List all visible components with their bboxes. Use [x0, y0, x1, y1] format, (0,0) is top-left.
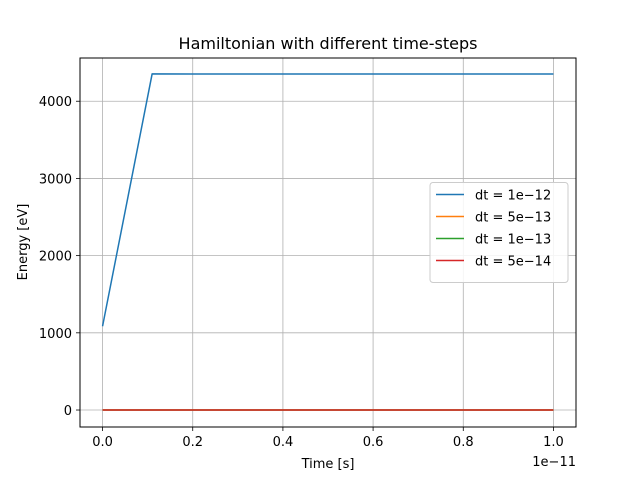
legend-entry: dt = 1e−13 [475, 233, 551, 248]
x-tick-label: 0.0 [92, 435, 113, 450]
chart-title: Hamiltonian with different time-steps [179, 34, 478, 53]
y-axis-label: Energy [eV] [16, 204, 31, 281]
y-tick-label: 4000 [39, 95, 72, 110]
x-axis-label: Time [s] [301, 457, 355, 472]
plot-frame [79, 57, 577, 428]
legend-entry: dt = 5e−13 [475, 211, 551, 226]
x-offset-text: 1e−11 [532, 455, 576, 470]
y-tick-label: 1000 [39, 327, 72, 342]
x-tick-label: 0.8 [453, 435, 474, 450]
y-tick-label: 2000 [39, 250, 72, 265]
series-layer [101, 73, 554, 411]
legend: dt = 1e−12 dt = 5e−13 dt = 1e−13 dt = 5e−14 [429, 182, 569, 283]
y-tick-label: 0 [64, 404, 72, 419]
legend-entry: dt = 5e−14 [475, 255, 551, 270]
grid [80, 58, 576, 427]
ticks: 0.0 0.2 0.4 0.6 0.8 1.0 0 1000 2000 3000 4000 [39, 95, 564, 450]
series-line-1 [101, 73, 554, 327]
x-tick-label: 0.4 [273, 435, 294, 450]
x-tick-label: 0.6 [363, 435, 384, 450]
legend-entry: dt = 1e−12 [475, 189, 551, 204]
y-tick-label: 3000 [39, 172, 72, 187]
x-tick-label: 1.0 [543, 435, 564, 450]
x-tick-label: 0.2 [182, 435, 203, 450]
legend-box [429, 182, 569, 283]
